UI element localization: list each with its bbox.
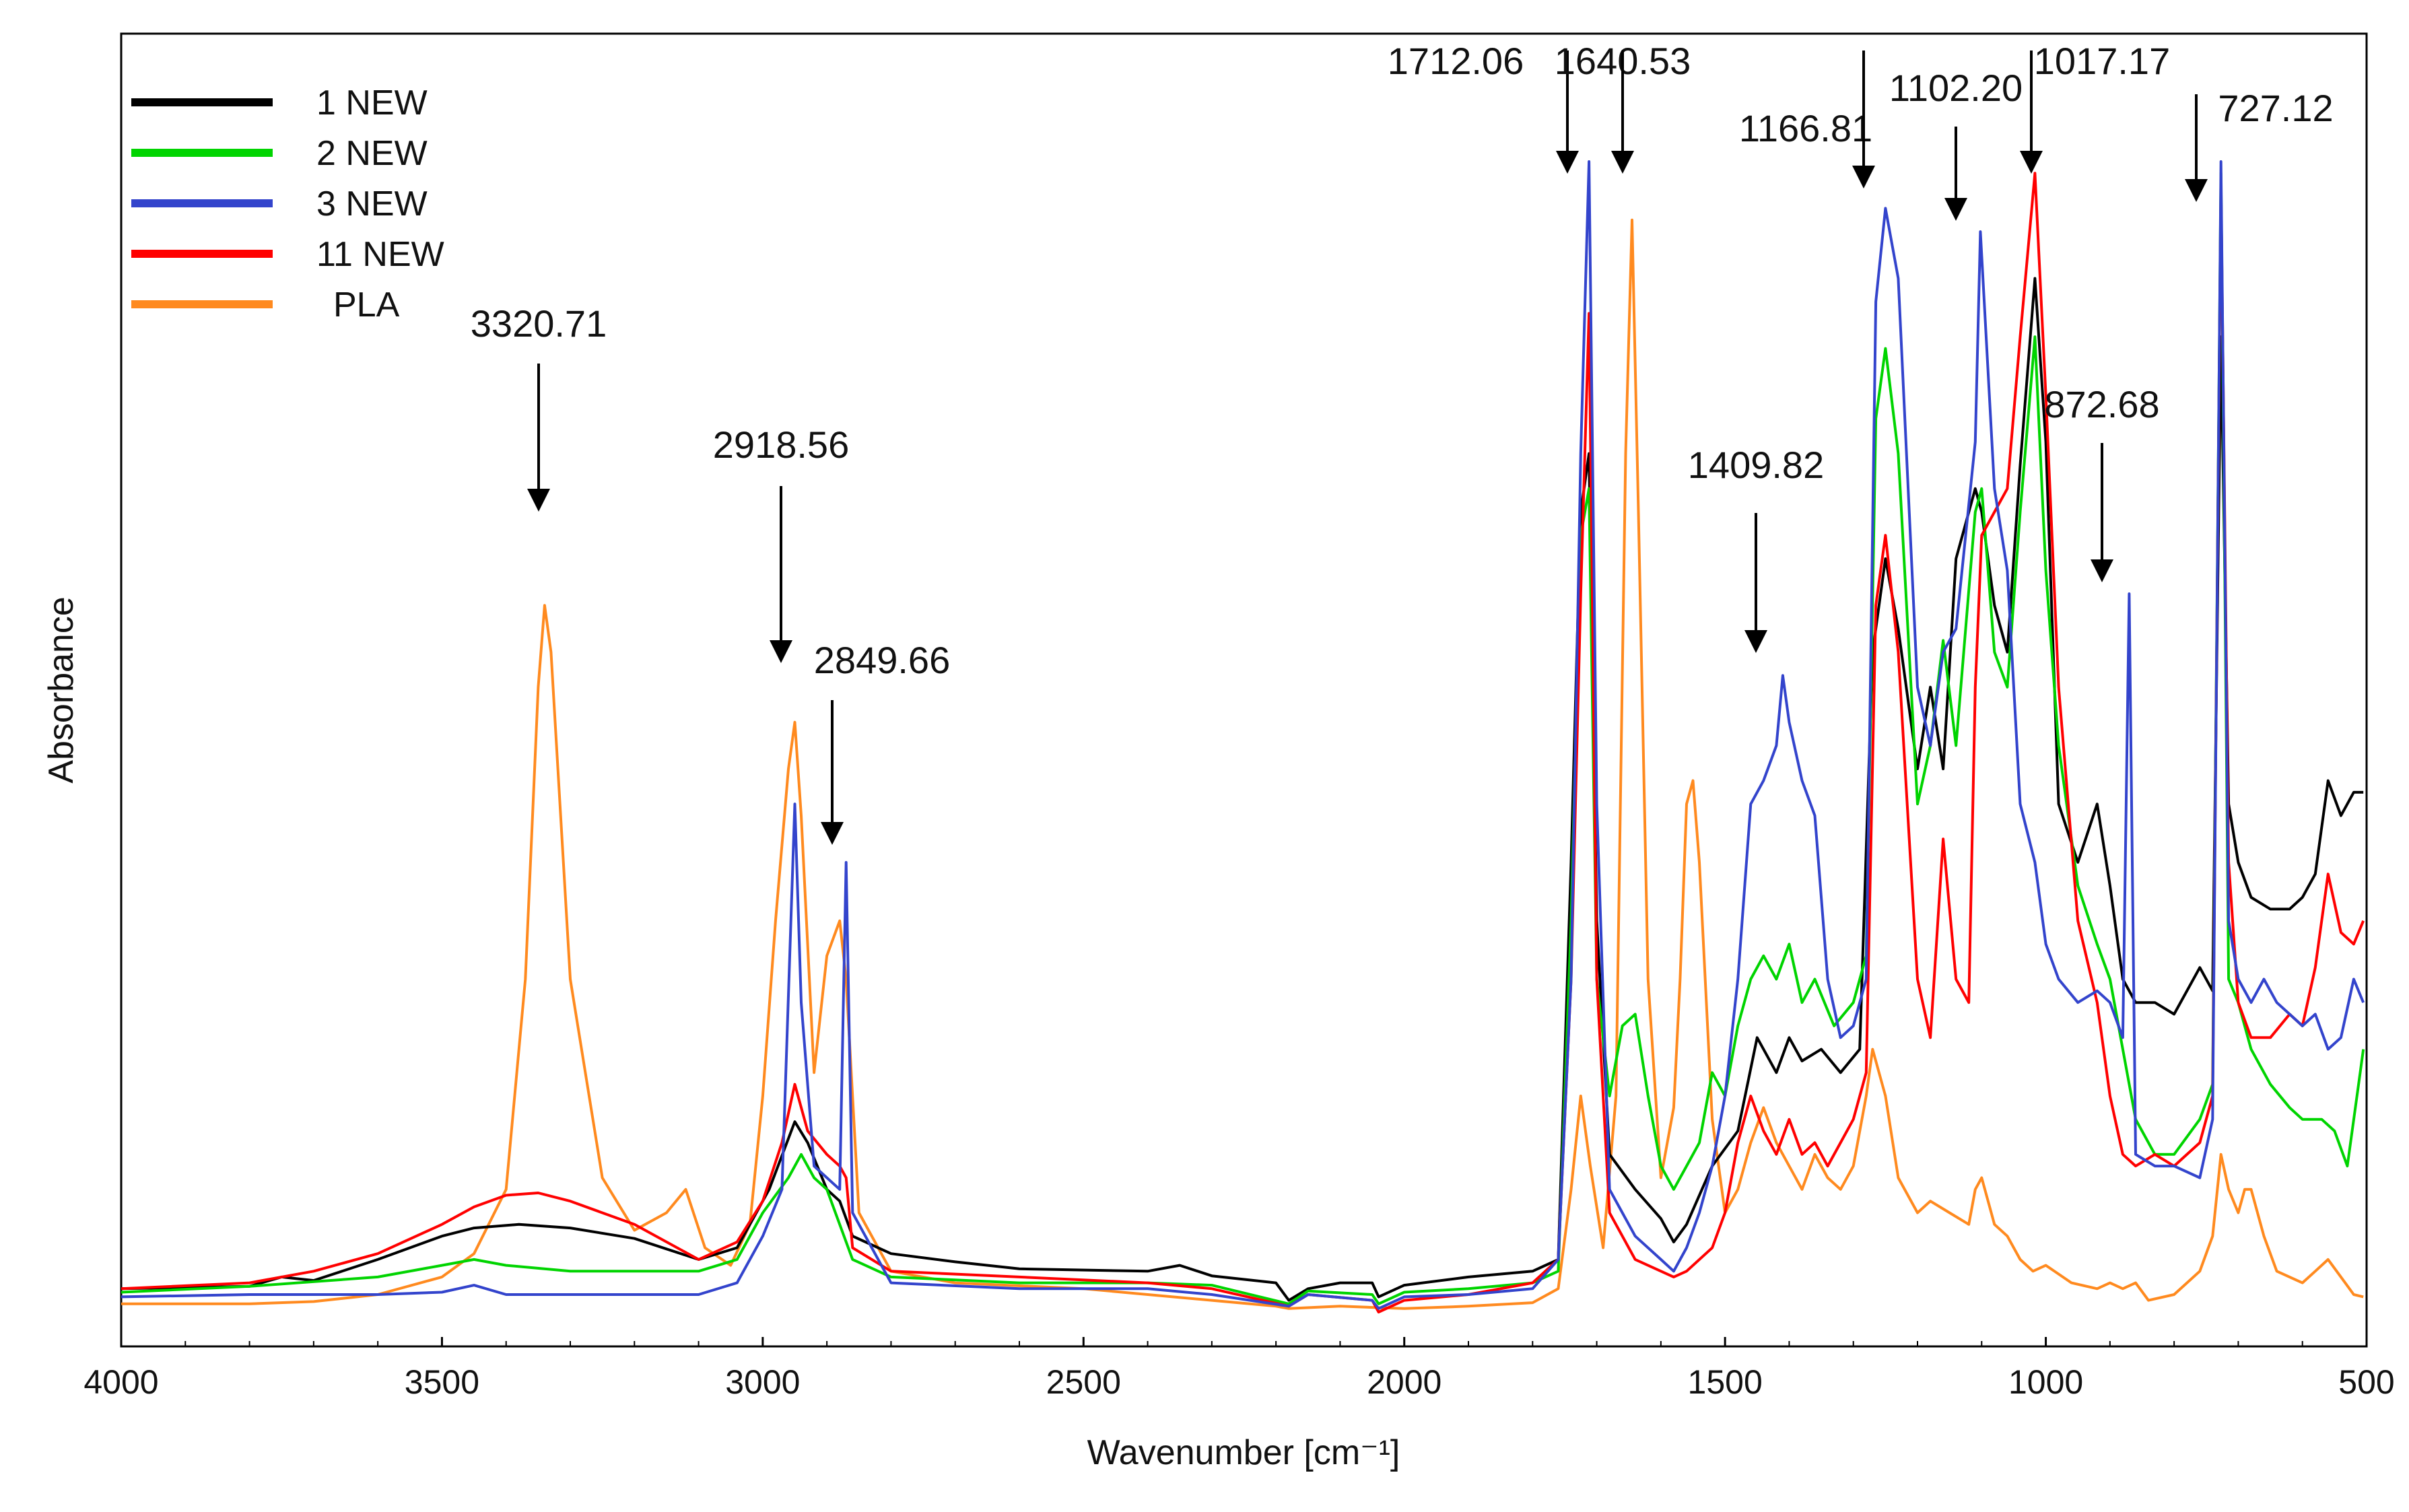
peak-label-3320-71: 3320.71 (471, 302, 607, 345)
y-axis-title: Absorbance (42, 596, 81, 784)
x-tick-label: 1500 (1688, 1363, 1763, 1401)
peak-label-1712-06: 1712.06 (1388, 40, 1524, 82)
legend-label-2-new: 2 NEW (316, 134, 428, 173)
x-tick-label: 3000 (725, 1363, 800, 1401)
x-tick-label: 3500 (405, 1363, 479, 1401)
peak-label-2918-56: 2918.56 (713, 423, 849, 466)
x-tick-label: 1000 (2008, 1363, 2083, 1401)
peak-arrowhead-872-68 (2091, 559, 2113, 582)
x-tick-label: 4000 (83, 1363, 158, 1401)
peak-label-2849-66: 2849.66 (814, 639, 950, 681)
x-tick-label: 2500 (1046, 1363, 1121, 1401)
peak-label-727-12: 727.12 (2218, 87, 2333, 129)
peak-arrowhead-1166-81 (1852, 166, 1875, 188)
series-line-1-new (121, 277, 2364, 1302)
peak-label-1102-20: 1102.20 (1889, 67, 2023, 109)
legend-label-1-new: 1 NEW (316, 83, 428, 123)
peak-arrowhead-1102-20 (1944, 198, 1967, 221)
peak-arrowhead-1640-53 (1611, 151, 1634, 174)
series-group (121, 160, 2365, 1313)
peak-arrowhead-2849-66 (821, 822, 844, 845)
peak-arrowhead-1409-82 (1744, 630, 1767, 653)
legend-label-pla: PLA (333, 285, 400, 324)
x-tick-label: 2000 (1367, 1363, 1441, 1401)
peak-arrowhead-3320-71 (527, 489, 550, 512)
peak-label-872-68: 872.68 (2044, 383, 2159, 425)
x-tick-label: 500 (2338, 1363, 2394, 1401)
peak-label-1017-17: 1017.17 (2034, 40, 2170, 82)
peak-arrowhead-1017-17 (2020, 151, 2043, 174)
legend-label-3-new: 3 NEW (316, 184, 428, 224)
series-line-2-new (121, 172, 2365, 1305)
series-line-11-new (121, 172, 2365, 1313)
legend: 1 NEW 2 NEW 3 NEW 11 NEW PLA (131, 83, 444, 324)
peak-label-1409-82: 1409.82 (1688, 444, 1824, 486)
peak-arrowhead-1712-06 (1556, 151, 1579, 174)
series-line-3-new (121, 160, 2365, 1310)
peak-arrowhead-2918-56 (770, 640, 792, 663)
plot-frame (120, 32, 2368, 1348)
series-line-pla (121, 218, 2364, 1310)
x-axis-title: Wavenumber [cm⁻¹] (1087, 1433, 1400, 1472)
x-axis-ticks: 4000 3500 3000 2500 2000 1500 1000 500 (83, 1337, 2395, 1401)
legend-label-11-new: 11 NEW (316, 235, 444, 274)
peak-label-1166-81: 1166.81 (1739, 107, 1872, 149)
peak-arrowhead-727-12 (2185, 179, 2208, 202)
